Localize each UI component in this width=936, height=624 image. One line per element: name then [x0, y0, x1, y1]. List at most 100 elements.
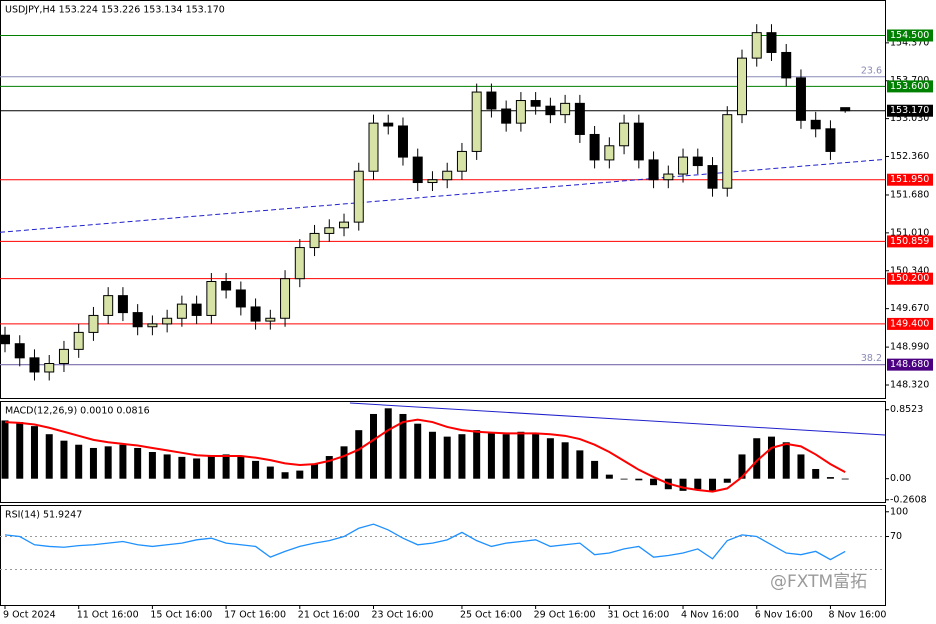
- level-label: 151.950: [890, 174, 929, 185]
- macd-bar: [709, 478, 717, 492]
- macd-bar: [325, 456, 333, 479]
- candle-body: [0, 334, 10, 345]
- candle-body: [339, 221, 350, 229]
- macd-bar: [517, 431, 525, 479]
- macd-bar: [16, 422, 24, 479]
- level-tag: [887, 272, 933, 285]
- macd-bar: [620, 478, 628, 480]
- candle-body: [162, 317, 173, 325]
- y-tick-label: -0.2608: [890, 494, 927, 505]
- candle-body: [810, 119, 821, 130]
- x-tick-label: 4 Nov 16:00: [681, 610, 739, 621]
- candle-body: [737, 57, 747, 116]
- macd-bar: [650, 478, 658, 486]
- level-tag: [887, 173, 933, 186]
- candle-body: [530, 100, 541, 107]
- macd-bar: [399, 413, 407, 479]
- level-tag: [887, 80, 933, 93]
- macd-bar: [694, 478, 702, 490]
- x-tick-label: 29 Oct 16:00: [534, 610, 596, 621]
- y-tick-label: 151.010: [890, 227, 929, 238]
- x-tick-label: 9 Oct 2024: [3, 610, 56, 621]
- watermark: @FXTM富拓: [770, 572, 867, 592]
- candle-body: [619, 122, 630, 147]
- macd-bar: [370, 413, 377, 479]
- panel-title: RSI(14) 51.9247: [5, 510, 82, 521]
- macd-bar: [414, 423, 422, 479]
- candle-body: [73, 331, 84, 350]
- macd-bar: [266, 466, 274, 479]
- level-tag: [887, 358, 933, 371]
- candle-body: [560, 102, 571, 116]
- panel-title: MACD(12,26,9) 0.0010 0.0816: [5, 406, 150, 417]
- macd-bar: [841, 478, 849, 480]
- candle-body: [88, 314, 99, 333]
- macd-bar: [30, 426, 38, 479]
- level-tag: [887, 29, 933, 42]
- macd-bar: [119, 444, 127, 479]
- trend-line: [349, 402, 886, 436]
- macd-bar: [75, 444, 83, 479]
- candle-body: [117, 295, 128, 314]
- candle-body: [250, 306, 261, 322]
- macd-bar: [1, 420, 9, 479]
- candle-body: [574, 102, 585, 135]
- candle-body: [103, 295, 114, 316]
- candle-body: [368, 122, 379, 172]
- candle-body: [265, 317, 276, 322]
- macd-panel: [0, 401, 886, 503]
- macd-bar: [502, 434, 510, 479]
- candle-body: [147, 323, 158, 328]
- y-tick-label: 152.360: [890, 151, 929, 162]
- y-tick-label: 0.8523: [890, 404, 923, 415]
- candle-body: [692, 156, 703, 167]
- y-tick-label: 153.030: [890, 113, 929, 124]
- rsi-line: [4, 523, 846, 561]
- candle-body: [176, 303, 187, 319]
- macd-bar: [812, 468, 820, 479]
- macd-bar: [635, 478, 643, 481]
- level-label: 153.170: [890, 105, 929, 116]
- level-label: 149.400: [890, 318, 929, 329]
- macd-bar: [193, 458, 201, 479]
- x-tick-label: 17 Oct 16:00: [224, 610, 286, 621]
- macd-bar: [738, 454, 746, 479]
- price-panel: [0, 0, 886, 399]
- candle-body: [795, 77, 806, 121]
- y-tick-label: 149.670: [890, 303, 929, 314]
- x-tick-label: 15 Oct 16:00: [150, 610, 212, 621]
- macd-bar: [679, 478, 687, 491]
- macd-bar: [723, 478, 731, 483]
- macd-bar: [296, 470, 304, 479]
- candle-body: [294, 247, 305, 280]
- y-tick-label: 154.370: [890, 37, 929, 48]
- y-tick-label: 148.320: [890, 379, 929, 390]
- candle-body: [589, 133, 600, 161]
- macd-bar: [207, 456, 215, 479]
- macd-bar: [753, 438, 761, 479]
- candle-body: [766, 32, 777, 53]
- level-label: 154.500: [890, 30, 929, 41]
- candle-body: [191, 303, 202, 316]
- candle-body: [781, 51, 792, 79]
- x-tick-label: 31 Oct 16:00: [607, 610, 669, 621]
- macd-bar: [281, 472, 289, 479]
- macd-bar: [340, 446, 348, 479]
- y-tick-label: 70: [890, 531, 902, 542]
- candle-body: [663, 173, 674, 181]
- candle-body: [309, 232, 320, 249]
- rsi-panel: [0, 505, 886, 606]
- macd-bar: [561, 442, 569, 479]
- macd-bar: [104, 446, 112, 479]
- candle-body: [442, 170, 453, 181]
- y-tick-label: 150.340: [890, 265, 929, 276]
- macd-bar: [532, 433, 540, 479]
- candle-body: [456, 150, 467, 172]
- x-tick-label: 8 Nov 16:00: [828, 610, 886, 621]
- candle-body: [58, 348, 69, 365]
- macd-bar: [134, 447, 142, 479]
- macd-bar: [487, 433, 495, 479]
- candle-body: [353, 170, 364, 223]
- candle-body: [707, 165, 718, 189]
- macd-bar: [178, 456, 186, 479]
